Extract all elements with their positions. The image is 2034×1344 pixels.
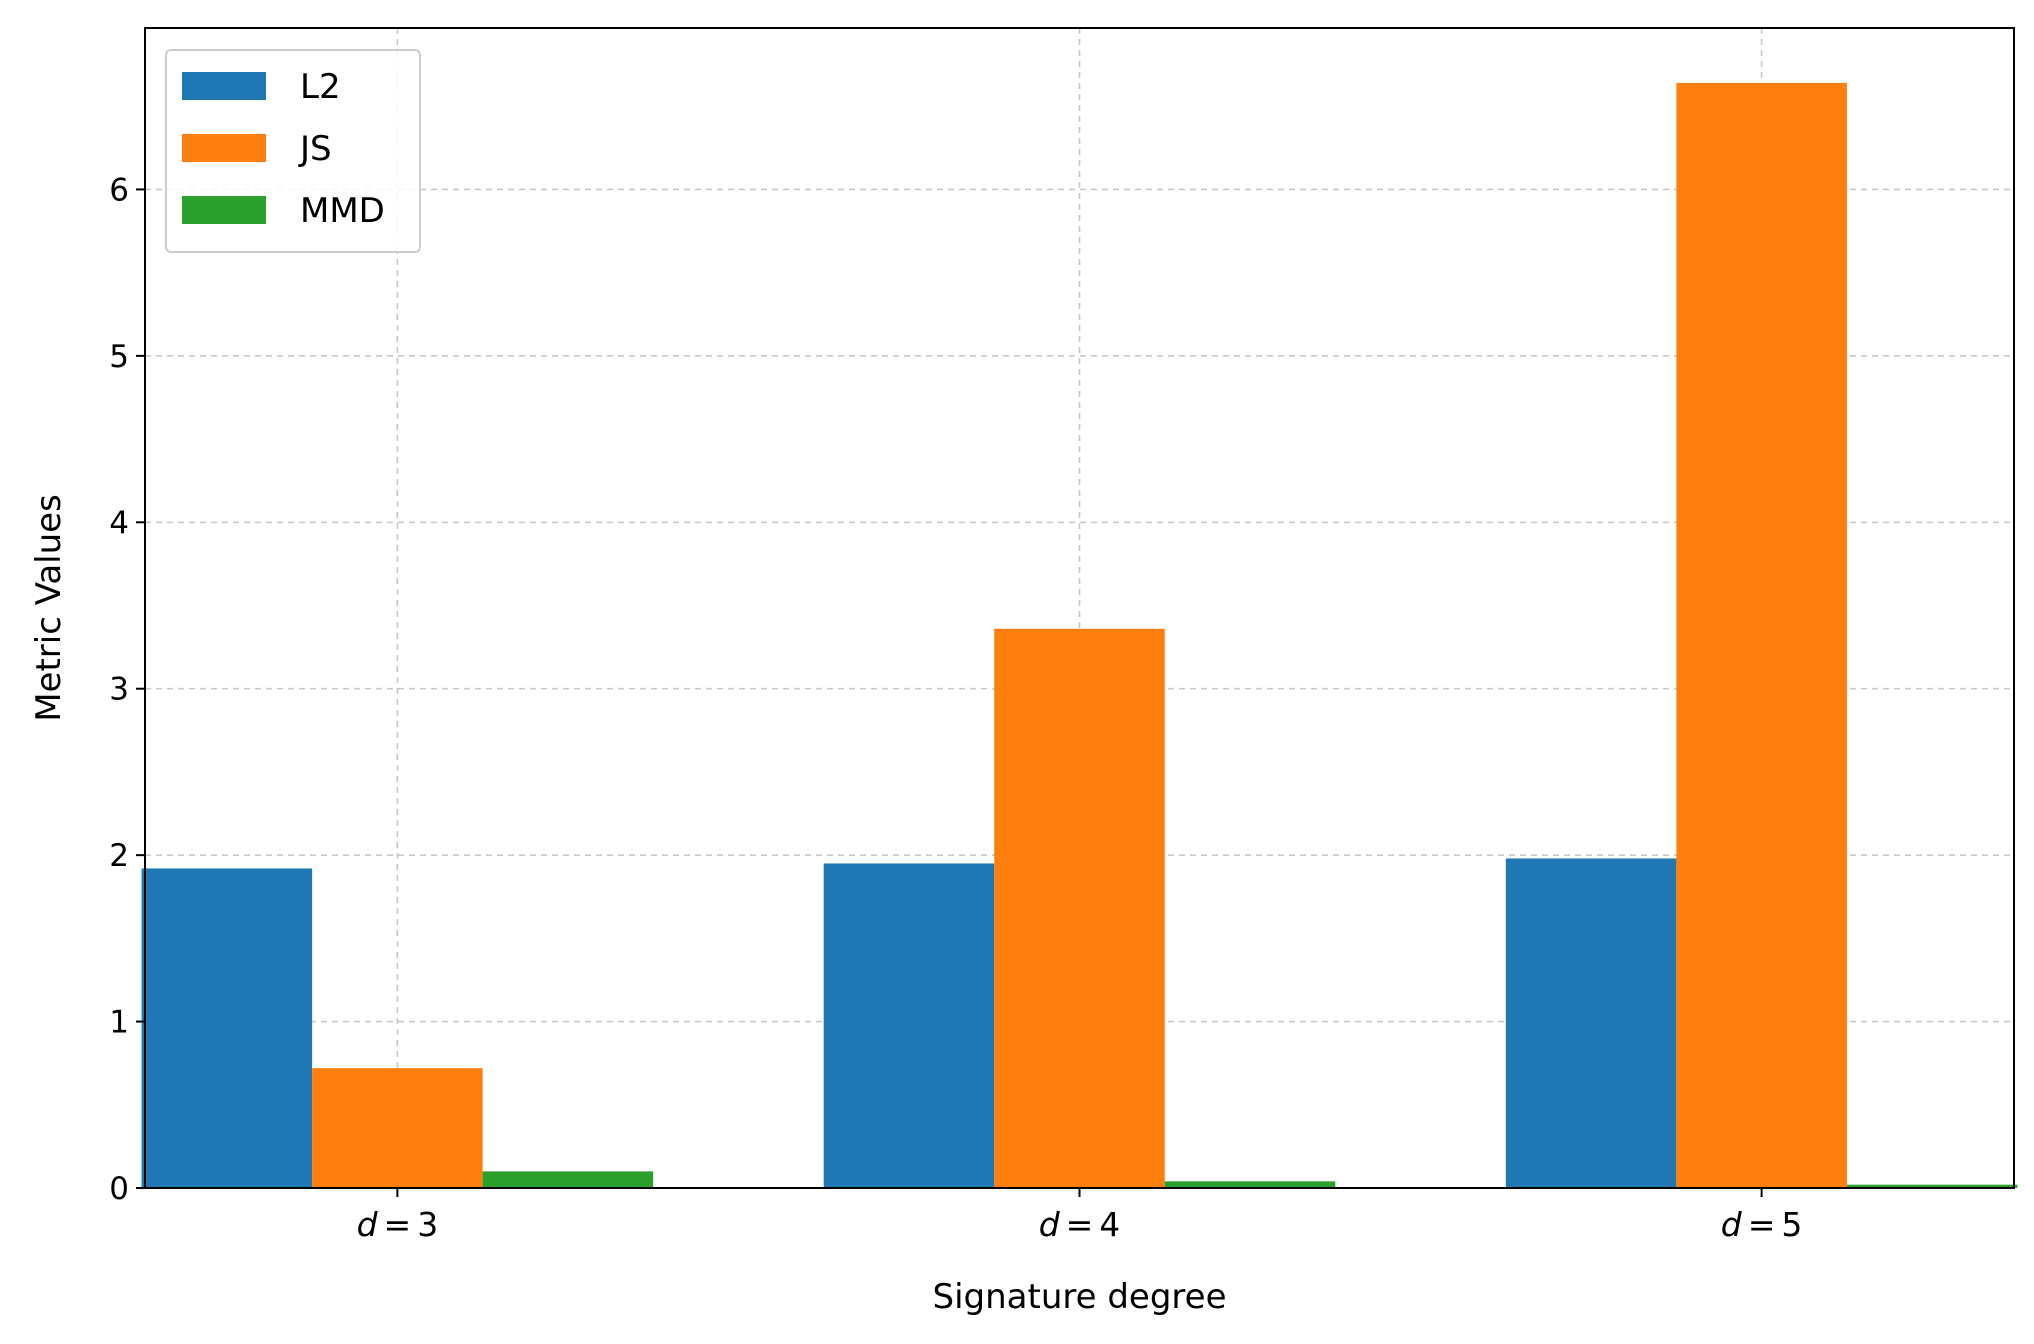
x-tick-variable: d	[1721, 1205, 1743, 1244]
x-axis-label: Signature degree	[933, 1277, 1227, 1317]
y-tick-label: 3	[109, 672, 129, 708]
bar-mmd-3	[1846, 1184, 2018, 1188]
x-axis-ticks: d = 3 d = 4 d = 5	[357, 1188, 1803, 1244]
x-tick-variable: d	[1039, 1205, 1061, 1244]
y-tick-label: 5	[109, 339, 129, 375]
x-tick-operator: =	[1748, 1205, 1776, 1244]
x-tick-value: 4	[1099, 1205, 1120, 1244]
y-tick-label: 2	[109, 838, 129, 874]
y-axis-label: Metric Values	[29, 494, 69, 722]
x-tick-label: d = 5	[1721, 1205, 1803, 1244]
legend-label-mmd: MMD	[300, 191, 385, 231]
x-tick-operator: =	[1066, 1205, 1094, 1244]
bar-js-1	[312, 1068, 483, 1188]
x-tick-operator: =	[384, 1205, 412, 1244]
legend-swatch-js	[182, 134, 266, 162]
bars	[141, 82, 2018, 1188]
legend-swatch-l2	[182, 72, 266, 100]
y-tick-label: 4	[109, 505, 129, 541]
bar-l2-2	[823, 863, 995, 1188]
y-tick-label: 1	[109, 1005, 129, 1041]
bar-js-2	[994, 628, 1165, 1188]
bar-js-3	[1676, 82, 1847, 1188]
x-tick-value: 3	[417, 1205, 438, 1244]
x-tick-label: d = 4	[1039, 1205, 1121, 1244]
bar-mmd-1	[482, 1171, 654, 1188]
y-tick-label: 6	[109, 172, 129, 208]
bar-l2-3	[1505, 858, 1677, 1188]
y-axis-ticks: 0 1 2 3 4 5 6	[109, 172, 145, 1207]
bar-mmd-2	[1164, 1181, 1336, 1188]
legend-label-l2: L2	[300, 67, 341, 107]
grid-lines	[145, 28, 2014, 1188]
legend: L2 JS MMD	[165, 49, 421, 253]
x-tick-variable: d	[357, 1205, 379, 1244]
legend-swatch-mmd	[182, 196, 266, 224]
x-tick-label: d = 3	[357, 1205, 439, 1244]
bar-l2-1	[141, 868, 313, 1188]
x-tick-value: 5	[1781, 1205, 1802, 1244]
legend-label-js: JS	[298, 129, 332, 169]
y-tick-label: 0	[109, 1171, 129, 1207]
